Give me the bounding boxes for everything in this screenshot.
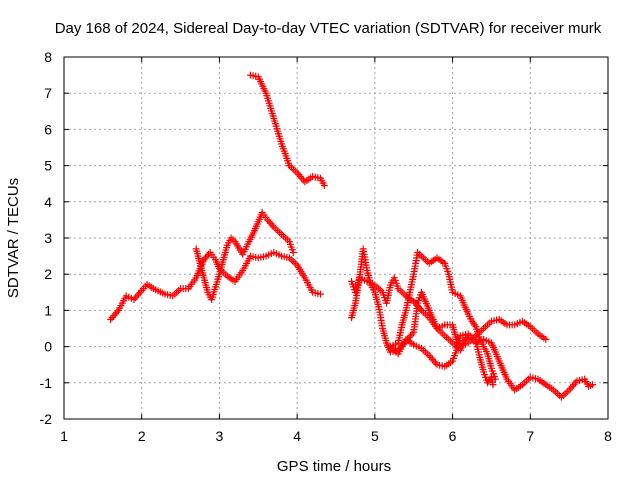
data-point (110, 312, 118, 320)
data-point (203, 252, 211, 260)
data-point (588, 381, 596, 389)
chart-title: Day 168 of 2024, Sidereal Day-to-day VTE… (55, 20, 602, 37)
data-point (268, 221, 276, 229)
x-tick-label: 3 (216, 428, 224, 444)
y-tick-label: 4 (44, 194, 52, 210)
x-tick-label: 8 (604, 428, 612, 444)
data-point (316, 290, 324, 298)
data-point (568, 382, 576, 390)
x-tick-label: 6 (449, 428, 457, 444)
y-tick-label: 0 (44, 339, 52, 355)
data-point (570, 381, 578, 389)
data-marks (107, 71, 596, 401)
data-point (136, 288, 144, 296)
data-point (267, 220, 275, 228)
data-point (413, 301, 421, 309)
y-tick-label: 1 (44, 302, 52, 318)
data-point (108, 314, 116, 322)
x-tick-label: 2 (138, 428, 146, 444)
y-tick-label: 8 (44, 49, 52, 65)
series-track-3 (247, 71, 328, 190)
y-tick-label: -1 (40, 375, 53, 391)
data-point (131, 294, 139, 302)
y-axis-title: SDTVAR / TECUs (5, 178, 22, 298)
y-tick-label: 5 (44, 158, 52, 174)
data-point (320, 182, 328, 190)
y-tick-label: 2 (44, 266, 52, 282)
data-point (428, 355, 436, 363)
series-track-5 (348, 274, 596, 401)
x-tick-label: 1 (60, 428, 68, 444)
data-point (427, 353, 435, 361)
data-point (289, 248, 297, 256)
data-point (567, 384, 575, 392)
series-track-2 (192, 209, 297, 304)
data-point (295, 171, 303, 179)
data-point (107, 315, 115, 323)
axis-ticks: 1 2 3 4 5 6 7 8 -2 -1 0 1 2 3 4 5 6 7 8 (40, 49, 613, 444)
x-tick-label: 5 (371, 428, 379, 444)
grid (64, 57, 608, 419)
series-track-7 (386, 248, 499, 383)
data-point (265, 218, 273, 226)
data-point (296, 172, 304, 180)
y-tick-label: 3 (44, 230, 52, 246)
data-point (491, 375, 499, 383)
series-track-6 (386, 330, 497, 389)
x-tick-label: 4 (293, 428, 301, 444)
y-tick-label: -2 (40, 411, 53, 427)
x-axis-title: GPS time / hours (277, 458, 391, 475)
y-tick-label: 6 (44, 121, 52, 137)
y-tick-label: 7 (44, 85, 52, 101)
data-point (414, 303, 422, 311)
data-point (542, 335, 550, 343)
data-point (111, 310, 119, 318)
data-point (135, 290, 143, 298)
x-tick-label: 7 (526, 428, 534, 444)
data-point (430, 357, 438, 365)
data-point (489, 381, 497, 389)
